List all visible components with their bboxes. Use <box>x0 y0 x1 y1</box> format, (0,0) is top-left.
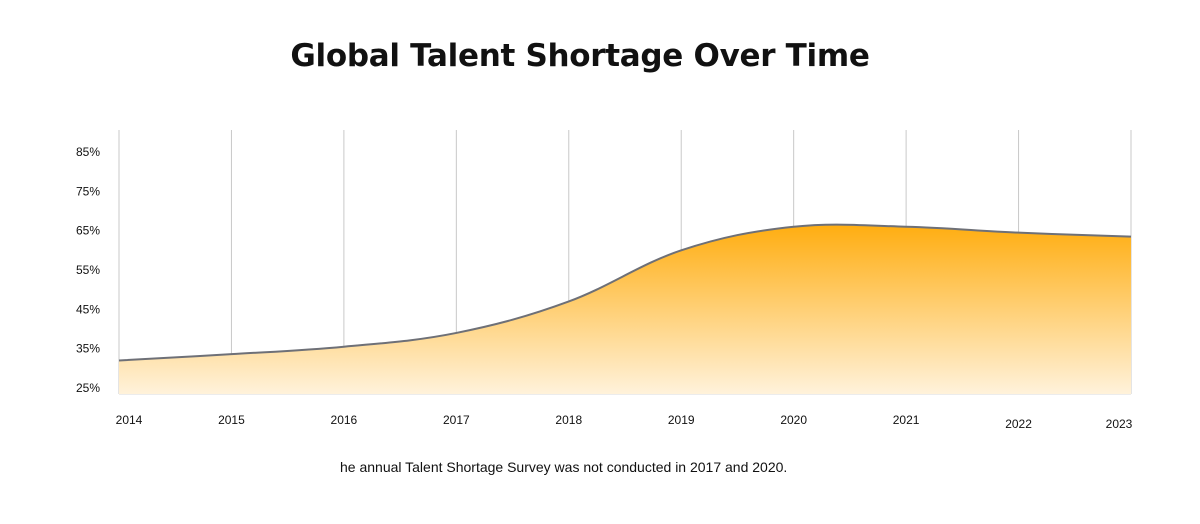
y-axis-labels: 25% 35% 45% 55% 65% 75% 85% <box>76 145 100 395</box>
x-tick-label: 2018 <box>555 413 582 427</box>
x-tick-label: 2014 <box>116 413 143 427</box>
y-tick-label: 35% <box>76 342 100 356</box>
y-tick-label: 55% <box>76 263 100 277</box>
area-fill <box>119 224 1131 394</box>
y-tick-label: 45% <box>76 302 100 316</box>
x-tick-label: 2016 <box>331 413 358 427</box>
x-tick-label: 2019 <box>668 413 695 427</box>
x-tick-label: 2017 <box>443 413 470 427</box>
y-tick-label: 65% <box>76 224 100 238</box>
x-tick-label: 2015 <box>218 413 245 427</box>
series-line <box>118 223 1132 362</box>
x-tick-label: 2022 <box>1005 417 1032 431</box>
y-tick-label: 25% <box>76 381 100 395</box>
chart-title: Global Talent Shortage Over Time <box>290 38 870 74</box>
x-axis-labels: 2014 2015 2016 2017 2018 2019 2020 2021 2022 2023 <box>116 413 1133 431</box>
x-tick-label: 2021 <box>893 413 920 427</box>
y-tick-label: 85% <box>76 145 100 159</box>
x-tick-label: 2020 <box>780 413 807 427</box>
area-layer <box>118 223 1132 394</box>
footnote: he annual Talent Shortage Survey was not… <box>340 459 788 475</box>
y-tick-label: 75% <box>76 184 100 198</box>
x-tick-label: 2023 <box>1106 417 1133 431</box>
